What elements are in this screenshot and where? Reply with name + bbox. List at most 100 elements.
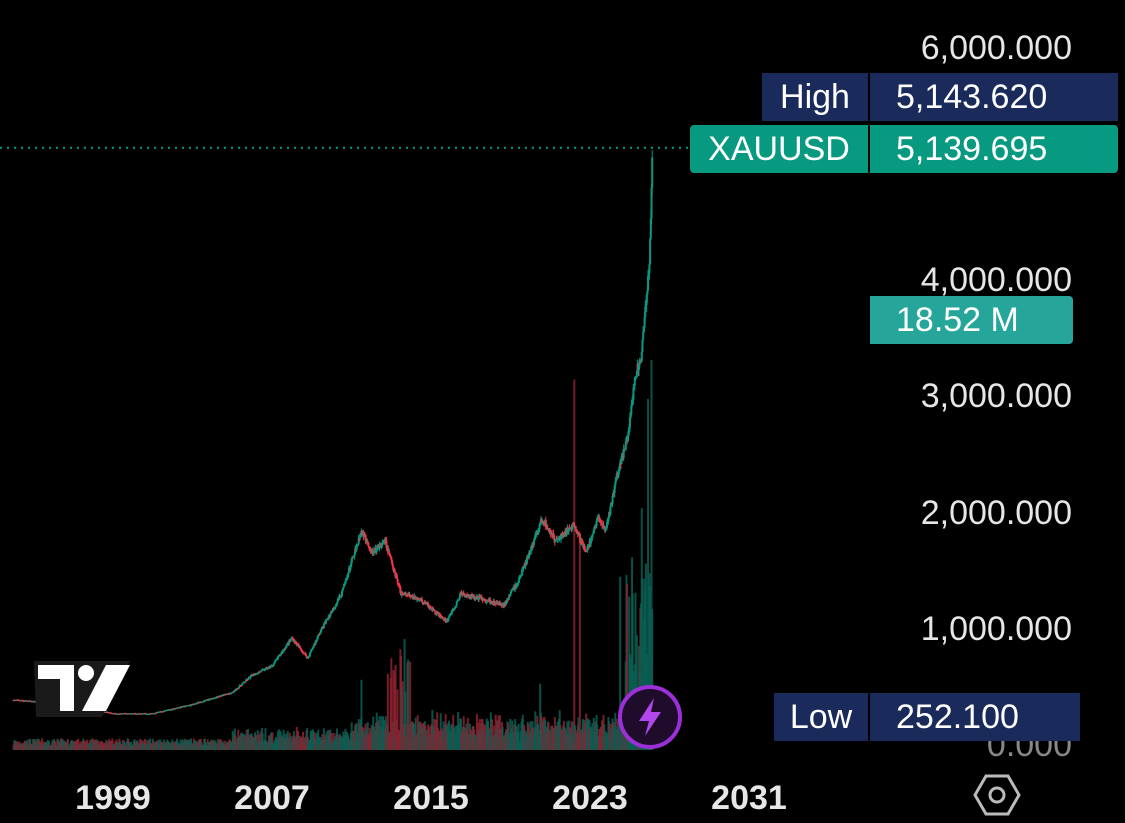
candle [349, 566, 352, 570]
candle [635, 377, 638, 379]
volume-bar [123, 742, 126, 750]
low-label: Low [774, 693, 868, 741]
candle [509, 591, 512, 594]
candle [494, 603, 497, 605]
volume-bar [491, 719, 494, 750]
candle [343, 583, 346, 588]
candle [321, 627, 324, 629]
volume-bar [264, 728, 267, 750]
candle [510, 590, 513, 592]
candle [293, 640, 296, 643]
volume-bar [560, 730, 563, 750]
candle [412, 597, 415, 600]
candle [400, 592, 403, 596]
high-price-tag: High 5,143.620 [762, 73, 1118, 121]
candle [424, 601, 427, 605]
candle [633, 377, 636, 386]
candle [322, 623, 325, 628]
candle [433, 609, 436, 612]
candle [340, 596, 343, 598]
candle [448, 616, 451, 618]
candle [324, 620, 327, 624]
candle [259, 671, 262, 673]
volume-bar [318, 737, 321, 750]
candle [382, 542, 385, 544]
candle [350, 558, 353, 564]
candle [493, 600, 496, 604]
candle [276, 656, 279, 660]
candle [378, 544, 381, 548]
candle [505, 600, 508, 604]
candle [540, 519, 543, 523]
candle [592, 529, 595, 534]
candle [544, 520, 547, 527]
candle [602, 524, 605, 529]
candle [537, 529, 540, 535]
lightning-icon[interactable] [617, 684, 683, 750]
candle [207, 699, 210, 701]
last-price-tag[interactable]: XAUUSD 5,139.695 [690, 125, 1118, 173]
volume-bars [12, 360, 654, 750]
candle [641, 339, 644, 352]
candle [498, 602, 501, 605]
candle [162, 711, 165, 713]
candle [616, 473, 619, 476]
high-value: 5,143.620 [870, 73, 1118, 121]
candle [576, 530, 579, 533]
candle [630, 405, 633, 415]
volume-bar [336, 728, 339, 750]
candle [114, 713, 117, 715]
candle [398, 585, 401, 588]
candle [363, 534, 366, 537]
candle [394, 572, 397, 578]
candle [267, 667, 270, 669]
candle [368, 547, 371, 549]
y-tick-label: 4,000.000 [920, 261, 1072, 300]
volume-bar [133, 739, 136, 750]
candle [187, 705, 190, 707]
volume-bar [571, 721, 574, 750]
tradingview-logo-icon[interactable] [34, 661, 134, 717]
candle [415, 597, 418, 601]
candle [368, 546, 371, 548]
volume-bar [578, 535, 581, 750]
candle [585, 550, 588, 552]
candle [395, 575, 398, 579]
candle [629, 414, 632, 418]
candle [588, 540, 591, 548]
candle [553, 535, 556, 540]
candle [423, 603, 426, 605]
candle [334, 605, 337, 607]
volume-bar [111, 738, 114, 750]
candle [397, 583, 400, 586]
candle [504, 601, 507, 606]
candle [528, 552, 531, 554]
candle [372, 553, 375, 555]
candle [610, 502, 613, 506]
candle [304, 653, 307, 656]
candle [529, 551, 532, 553]
candle [362, 531, 365, 537]
candle [594, 524, 597, 528]
volume-bar [619, 576, 622, 750]
candle [626, 435, 629, 442]
volume-bar [62, 739, 65, 750]
hexagon-settings-icon[interactable] [973, 771, 1021, 819]
candle [617, 469, 620, 475]
candle [624, 441, 627, 450]
candle [336, 602, 339, 605]
y-tick-label: 2,000.000 [920, 493, 1072, 532]
candle [520, 575, 523, 577]
candle [372, 549, 375, 554]
candle [180, 706, 183, 708]
candle [353, 554, 356, 557]
volume-bar [94, 739, 97, 750]
volume-bar [647, 399, 650, 750]
candle [357, 537, 360, 545]
candle [279, 654, 282, 656]
candle [647, 275, 650, 291]
candle [522, 565, 525, 570]
candle [483, 599, 486, 601]
candle [170, 709, 173, 711]
